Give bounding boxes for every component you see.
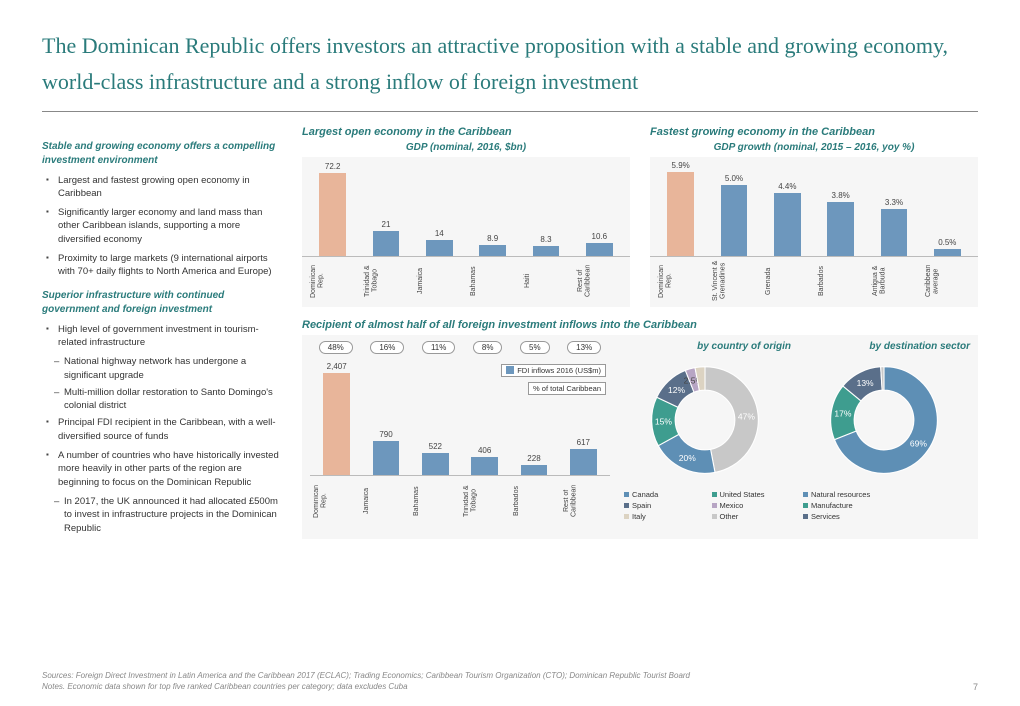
chart-area: 72.221148.98.310.6 Dominican Rep.Trinida… xyxy=(302,157,630,307)
sub-bullet: In 2017, the UK announced it had allocat… xyxy=(42,495,284,535)
right-column: Largest open economy in the Caribbean GD… xyxy=(302,126,978,539)
svg-text:47%: 47% xyxy=(737,411,754,421)
bottom-row: 48%16%11%8%5%13% FDI inflows 2016 (US$m)… xyxy=(302,335,978,539)
page-title: The Dominican Republic offers investors … xyxy=(42,28,978,101)
footer-sources: Sources: Foreign Direct Investment in La… xyxy=(42,671,978,681)
left-subhead-1: Stable and growing economy offers a comp… xyxy=(42,140,284,168)
left-subhead-2: Superior infrastructure with continued g… xyxy=(42,289,284,317)
bullet: Significantly larger economy and land ma… xyxy=(46,206,284,246)
svg-text:12%: 12% xyxy=(667,384,684,394)
svg-text:13%: 13% xyxy=(856,378,873,388)
page-number: 7 xyxy=(973,682,978,692)
chart-title: Largest open economy in the Caribbean xyxy=(302,126,630,138)
donut-area: by country of origin 47%20%15%12%2.5% Ca… xyxy=(618,341,970,533)
svg-text:20%: 20% xyxy=(678,452,695,462)
donut-origin: by country of origin 47%20%15%12%2.5% Ca… xyxy=(618,341,791,533)
fdi-legend-2: % of total Caribbean xyxy=(528,382,606,395)
bullet: Proximity to large markets (9 internatio… xyxy=(46,252,284,279)
donut-title: by destination sector xyxy=(797,341,970,352)
footer: Sources: Foreign Direct Investment in La… xyxy=(42,671,978,692)
chart-area: 5.9%5.0%4.4%3.8%3.3%0.5% Dominican Rep.S… xyxy=(650,157,978,307)
divider xyxy=(42,111,978,112)
svg-text:69%: 69% xyxy=(909,438,926,448)
fdi-chart: 48%16%11%8%5%13% FDI inflows 2016 (US$m)… xyxy=(310,341,610,533)
bullet: Largest and fastest growing open economy… xyxy=(46,174,284,201)
left-column: Stable and growing economy offers a comp… xyxy=(42,126,284,539)
footer-notes: Notes. Economic data shown for top five … xyxy=(42,682,978,692)
chart-title: Fastest growing economy in the Caribbean xyxy=(650,126,978,138)
main-content: Stable and growing economy offers a comp… xyxy=(42,126,978,539)
sub-bullet: National highway network has undergone a… xyxy=(42,355,284,382)
svg-text:17%: 17% xyxy=(834,408,851,418)
top-charts-row: Largest open economy in the Caribbean GD… xyxy=(302,126,978,307)
bullet: Principal FDI recipient in the Caribbean… xyxy=(46,416,284,443)
fdi-title: Recipient of almost half of all foreign … xyxy=(302,319,978,331)
chart-subtitle: GDP growth (nominal, 2015 – 2016, yoy %) xyxy=(650,142,978,153)
donut-title: by country of origin xyxy=(618,341,791,352)
sub-bullet: Multi-million dollar restoration to Sant… xyxy=(42,386,284,413)
donut-sector: by destination sector 69%17%13% Natural … xyxy=(797,341,970,533)
gdp-chart: Largest open economy in the Caribbean GD… xyxy=(302,126,630,307)
svg-text:15%: 15% xyxy=(654,416,671,426)
bullet: High level of government investment in t… xyxy=(46,323,284,350)
bullet: A number of countries who have historica… xyxy=(46,449,284,489)
fdi-legend-1: FDI inflows 2016 (US$m) xyxy=(501,364,606,377)
chart-subtitle: GDP (nominal, 2016, $bn) xyxy=(302,142,630,153)
growth-chart: Fastest growing economy in the Caribbean… xyxy=(650,126,978,307)
